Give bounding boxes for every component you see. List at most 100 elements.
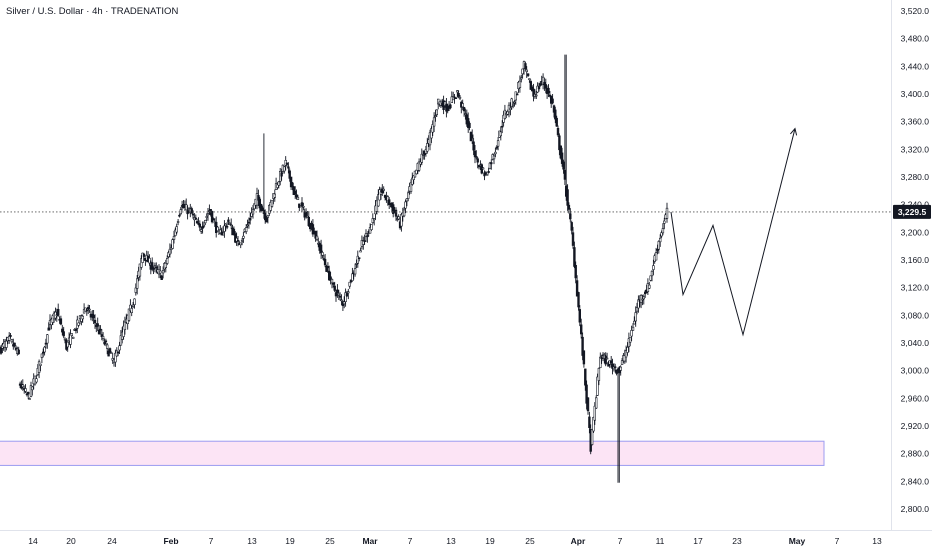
candle xyxy=(400,212,403,232)
candle xyxy=(543,77,546,91)
candle-body xyxy=(570,222,573,231)
candle-body xyxy=(481,167,485,170)
candle-body xyxy=(560,152,564,164)
candle-body xyxy=(582,350,586,365)
candle-body xyxy=(529,81,533,90)
candle-body xyxy=(5,340,8,348)
candle-body xyxy=(415,169,418,175)
candle xyxy=(72,336,75,339)
candle xyxy=(118,341,121,354)
candle xyxy=(411,172,414,186)
candle xyxy=(594,395,598,409)
candle xyxy=(650,270,654,282)
candle-body xyxy=(336,289,339,293)
candle xyxy=(63,337,67,344)
candle-body xyxy=(108,348,112,353)
x-tick-label: Apr xyxy=(571,536,586,546)
candle xyxy=(258,196,261,213)
candle xyxy=(56,303,60,317)
candle xyxy=(270,200,274,208)
candle-body xyxy=(110,352,113,354)
candle-body xyxy=(596,376,599,396)
candle-body xyxy=(201,226,204,229)
candle-body xyxy=(382,188,385,191)
candle xyxy=(332,282,335,288)
candle xyxy=(496,137,500,151)
candle-body xyxy=(72,336,75,339)
candle xyxy=(462,106,466,117)
interval-label: 4h xyxy=(92,6,103,17)
x-tick-label: 24 xyxy=(107,536,117,546)
candle xyxy=(345,290,349,297)
candle xyxy=(524,61,527,71)
candle xyxy=(5,336,8,351)
demand-zone[interactable] xyxy=(0,440,825,466)
candle xyxy=(541,73,545,90)
candle-body xyxy=(342,301,346,305)
candle xyxy=(381,184,384,196)
candle xyxy=(195,218,199,224)
candle-body xyxy=(225,226,229,228)
candle xyxy=(325,264,328,272)
candle xyxy=(116,350,120,357)
candle-body xyxy=(637,299,640,309)
candle-body xyxy=(138,263,142,277)
candle xyxy=(62,326,65,339)
candle-body xyxy=(652,265,655,270)
candle-body xyxy=(436,98,440,105)
candle xyxy=(357,257,361,262)
candle-body xyxy=(155,266,158,269)
candle-body xyxy=(314,230,317,239)
candle xyxy=(435,109,438,117)
candle xyxy=(160,274,163,280)
candle xyxy=(652,259,655,276)
candle xyxy=(488,161,492,170)
candle-body xyxy=(586,397,590,412)
candle-body xyxy=(141,252,144,263)
candle xyxy=(291,182,294,191)
candle-body xyxy=(46,334,49,344)
candle-body xyxy=(337,293,340,296)
y-axis[interactable]: 3,520.0 3,480.0 3,440.0 3,400.0 3,360.0 3,320… xyxy=(901,6,930,514)
candle-body xyxy=(107,350,110,357)
candle-body xyxy=(37,361,41,373)
candle-body xyxy=(101,336,105,339)
candle-body xyxy=(563,169,567,180)
candle xyxy=(194,214,197,220)
candle-body xyxy=(304,212,308,216)
candle xyxy=(259,203,263,213)
candle-body xyxy=(287,166,290,169)
candle xyxy=(484,170,488,176)
candle xyxy=(605,352,609,360)
candle xyxy=(481,167,485,170)
candles-layer xyxy=(0,54,669,483)
candle xyxy=(10,338,14,344)
candle-body xyxy=(56,308,60,316)
candle xyxy=(604,352,607,367)
candle xyxy=(167,250,170,259)
candle xyxy=(283,165,286,174)
candle-body xyxy=(626,346,629,353)
candle-body xyxy=(613,366,617,369)
candle-body xyxy=(554,109,557,120)
candle-body xyxy=(537,86,541,90)
projection-path[interactable] xyxy=(670,128,796,337)
candle-body xyxy=(634,312,637,322)
candle xyxy=(292,186,295,195)
candle-body xyxy=(535,94,538,97)
candle-body xyxy=(521,68,524,75)
candle-body xyxy=(130,308,133,313)
candle xyxy=(136,275,139,295)
candle-body xyxy=(190,208,193,214)
x-tick-label: 14 xyxy=(28,536,38,546)
candle xyxy=(615,369,618,376)
candle xyxy=(151,257,154,272)
candle xyxy=(245,224,248,235)
candle xyxy=(104,338,108,347)
candle-body xyxy=(153,265,157,268)
candle xyxy=(131,302,135,309)
x-axis[interactable]: 14 20 24 Feb 7 13 19 25 Mar 7 13 19 25 Apr 7 11 17 23 May 7… xyxy=(28,536,882,546)
candle-body xyxy=(115,350,119,357)
candle-body xyxy=(176,221,180,223)
